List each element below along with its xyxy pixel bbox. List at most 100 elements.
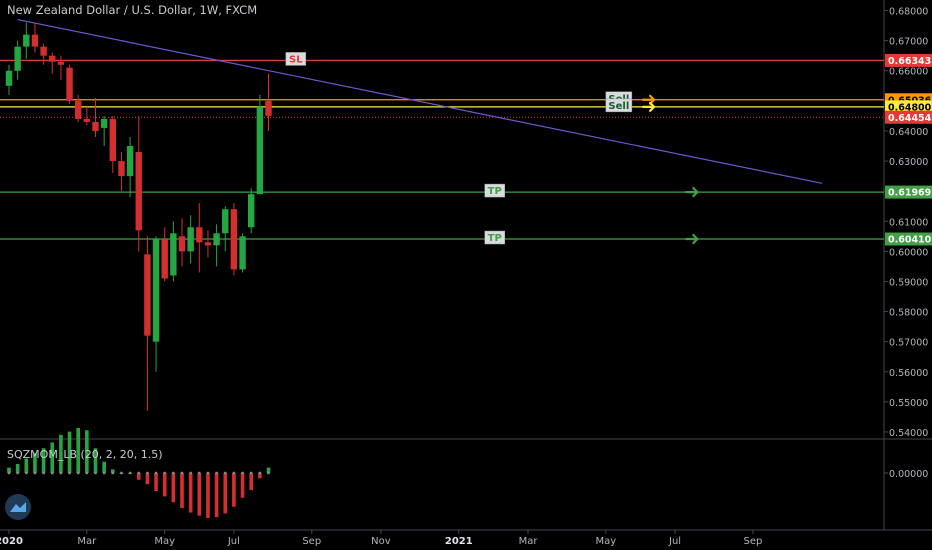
candle-body <box>230 209 238 270</box>
squeeze-dot <box>137 471 140 475</box>
momentum-bar <box>154 473 158 491</box>
squeeze-dot <box>206 471 210 475</box>
squeeze-dot <box>7 471 11 475</box>
time-tick-label: 2020 <box>0 536 23 547</box>
squeeze-dot <box>128 471 132 475</box>
candle-body <box>222 209 229 234</box>
candle-body <box>126 146 134 177</box>
level-tag: TP <box>488 233 502 244</box>
momentum-bar <box>249 473 253 491</box>
candle-body <box>23 34 30 47</box>
tradingview-logo-icon[interactable] <box>5 494 31 520</box>
chart-title: New Zealand Dollar / U.S. Dollar, 1W, FX… <box>7 3 258 17</box>
candle-body <box>204 242 212 246</box>
squeeze-dot <box>77 471 80 475</box>
level-tag: TP <box>488 186 502 197</box>
momentum-bar <box>162 473 167 497</box>
indicator-tick-label: 0.00000 <box>889 469 928 480</box>
time-tick-label: Jul <box>668 536 681 547</box>
momentum-bar <box>111 469 115 473</box>
squeeze-dot <box>224 471 227 475</box>
price-tick-label: 0.54000 <box>889 428 928 439</box>
arrow-right-icon <box>685 186 699 198</box>
price-level-badge <box>885 232 932 246</box>
momentum-bar <box>102 461 106 473</box>
candle-body <box>187 227 194 252</box>
momentum-bar <box>223 473 228 514</box>
level-tag: SL <box>289 54 303 65</box>
level-tag-box <box>484 230 505 245</box>
momentum-bar <box>15 464 20 473</box>
squeeze-dot <box>68 471 71 475</box>
time-tick-label: Jul <box>227 536 240 547</box>
squeeze-dot <box>267 471 270 475</box>
price-tick-label: 0.60000 <box>889 247 928 258</box>
candle-body <box>75 100 82 119</box>
squeeze-dot <box>198 471 201 475</box>
squeeze-dot <box>189 471 192 475</box>
arrow-right-icon <box>642 101 656 112</box>
momentum-bar <box>232 473 236 507</box>
squeeze-dot <box>33 471 37 475</box>
price-tick-label: 0.63000 <box>889 157 928 168</box>
momentum-bar <box>24 458 29 473</box>
price-level-label: 0.66343 <box>888 56 931 67</box>
squeeze-dot <box>120 471 123 475</box>
squeeze-dot <box>146 471 149 475</box>
time-tick-label: Mar <box>519 536 539 547</box>
momentum-bar <box>7 467 11 473</box>
price-level-badge <box>885 53 932 67</box>
time-tick-label: Sep <box>302 536 321 547</box>
candle-body <box>31 34 39 47</box>
momentum-bar <box>266 467 271 473</box>
squeeze-dot <box>85 471 89 475</box>
price-level-label: 0.61969 <box>888 188 931 199</box>
price-tick-label: 0.67000 <box>889 37 928 48</box>
squeeze-dot <box>215 471 218 475</box>
squeeze-dot <box>59 471 63 475</box>
candle-body <box>248 194 255 228</box>
momentum-bar <box>180 473 184 509</box>
candle-body <box>135 152 142 231</box>
momentum-bar <box>206 473 210 518</box>
time-tick-label: Sep <box>743 536 762 547</box>
momentum-bar <box>240 473 245 498</box>
candle-body <box>256 106 264 195</box>
arrow-right-icon <box>642 94 656 105</box>
momentum-bar <box>85 430 89 473</box>
squeeze-dot <box>258 471 262 475</box>
momentum-bar <box>33 452 37 473</box>
candle-body <box>5 70 13 86</box>
price-tick-label: 0.59000 <box>889 277 928 288</box>
time-tick-label: May <box>154 536 175 547</box>
level-tag-box <box>484 183 505 198</box>
candle-body <box>49 55 56 62</box>
squeeze-dot <box>51 471 54 475</box>
momentum-bar <box>171 473 176 503</box>
price-level-badge <box>885 100 932 114</box>
squeeze-dot <box>232 471 236 475</box>
price-level-badge <box>885 110 932 124</box>
price-tick-label: 0.66000 <box>889 67 928 78</box>
time-tick-label: 2021 <box>445 536 473 547</box>
candle-body <box>196 227 203 243</box>
candle-body <box>239 236 246 270</box>
price-tick-label: 0.58000 <box>889 308 928 319</box>
momentum-bar <box>145 473 150 485</box>
squeeze-dot <box>25 471 28 475</box>
momentum-bar <box>214 473 219 518</box>
price-level-label: 0.64800 <box>888 102 932 113</box>
momentum-bar <box>188 473 193 513</box>
squeeze-dot <box>154 471 158 475</box>
momentum-bar <box>67 431 72 473</box>
time-tick-label: May <box>596 536 617 547</box>
momentum-bar <box>136 473 141 480</box>
squeeze-dot <box>94 471 97 475</box>
time-tick-label: Nov <box>371 536 391 547</box>
candle-body <box>57 61 65 65</box>
price-tick-label: 0.64000 <box>889 127 928 138</box>
level-tag-box <box>605 98 633 113</box>
price-level-label: 0.60410 <box>888 235 932 246</box>
candle-body <box>161 239 168 279</box>
